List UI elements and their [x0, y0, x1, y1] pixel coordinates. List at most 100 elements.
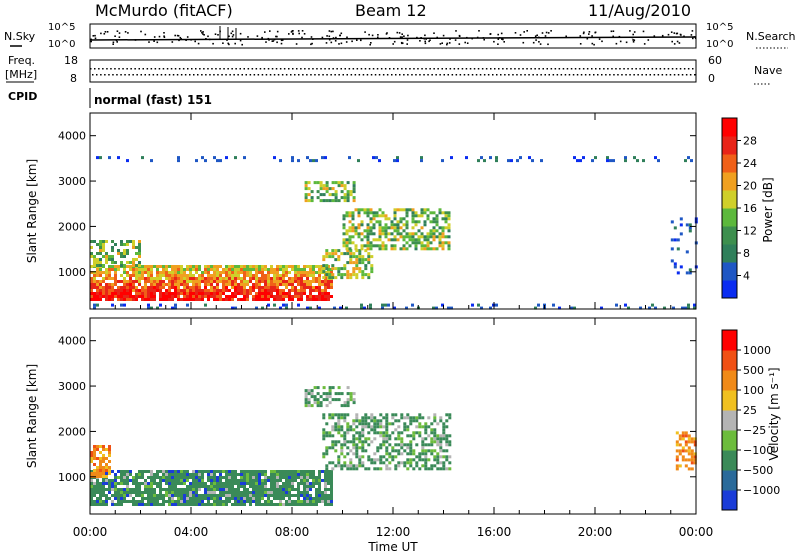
data-cell: [355, 425, 359, 429]
data-cell: [376, 419, 380, 423]
data-cell: [687, 437, 691, 441]
data-cell: [291, 156, 294, 160]
data-cell: [309, 283, 312, 286]
nave-point: [184, 74, 187, 76]
data-cell: [291, 280, 294, 283]
data-cell: [417, 229, 421, 233]
data-cell: [246, 470, 249, 473]
data-cell: [366, 232, 370, 236]
colorbar-tick-label: 500: [743, 364, 764, 377]
colorbar-segment: [722, 410, 737, 431]
data-cell: [327, 476, 330, 479]
data-cell: [330, 497, 333, 500]
data-cell: [382, 431, 386, 435]
data-cell: [126, 470, 129, 473]
data-cell: [102, 286, 105, 289]
freq-point: [461, 68, 464, 70]
data-cell: [114, 476, 117, 479]
data-cell: [168, 497, 171, 500]
data-cell: [177, 497, 180, 500]
data-cell: [159, 303, 162, 307]
data-cell: [304, 404, 308, 408]
freq-point: [619, 68, 621, 70]
noise-point: [377, 34, 379, 36]
data-cell: [165, 298, 168, 301]
data-cell: [349, 449, 353, 453]
noise-point: [203, 34, 205, 36]
data-cell: [385, 458, 389, 462]
data-cell: [126, 479, 129, 482]
data-cell: [171, 479, 174, 482]
data-cell: [282, 473, 285, 476]
data-cell: [258, 283, 261, 286]
data-cell: [195, 283, 198, 286]
data-cell: [108, 488, 111, 491]
data-cell: [141, 289, 144, 292]
data-cell: [93, 286, 96, 289]
data-cell: [357, 223, 361, 227]
data-cell: [243, 476, 246, 479]
data-cell: [267, 503, 270, 506]
data-cell: [402, 217, 406, 221]
data-cell: [201, 482, 204, 485]
data-cell: [331, 446, 335, 450]
freq-point: [546, 68, 548, 70]
nave-point: [576, 74, 579, 76]
data-cell: [261, 503, 264, 506]
freq-point: [562, 68, 565, 70]
nave-point: [197, 74, 199, 76]
data-cell: [423, 247, 427, 251]
data-cell: [102, 277, 105, 280]
data-cell: [349, 392, 353, 396]
data-cell: [171, 476, 174, 479]
data-cell: [162, 470, 165, 473]
data-cell: [394, 449, 398, 453]
data-cell: [297, 271, 300, 274]
data-cell: [420, 159, 423, 163]
data-cell: [312, 298, 315, 301]
data-cell: [237, 497, 240, 500]
freq-point: [106, 68, 108, 70]
noise-point: [541, 32, 544, 34]
data-cell: [373, 419, 377, 423]
freq-point: [574, 68, 577, 70]
data-cell: [252, 470, 255, 473]
data-cell: [234, 292, 237, 295]
data-cell: [433, 440, 437, 444]
freq-point: [413, 68, 415, 70]
data-cell: [237, 265, 240, 268]
noise-point: [217, 34, 219, 36]
data-cell: [105, 292, 108, 295]
data-cell: [421, 458, 425, 462]
data-cell: [210, 473, 213, 476]
data-cell: [351, 217, 355, 221]
noise-point: [401, 33, 403, 35]
data-cell: [207, 479, 210, 482]
data-cell: [352, 467, 356, 471]
data-cell: [306, 277, 309, 280]
freq-point: [203, 68, 205, 70]
data-cell: [433, 413, 437, 417]
data-cell: [489, 156, 492, 160]
data-cell: [282, 488, 285, 491]
data-cell: [351, 226, 355, 230]
data-cell: [306, 283, 309, 286]
data-cell: [519, 156, 522, 160]
noise-point: [334, 40, 337, 42]
data-cell: [171, 482, 174, 485]
data-cell: [388, 422, 392, 426]
data-cell: [270, 503, 273, 506]
data-cell: [102, 500, 105, 503]
data-cell: [144, 482, 147, 485]
data-cell: [441, 229, 445, 233]
data-cell: [120, 500, 123, 503]
data-cell: [376, 467, 380, 471]
data-cell: [294, 295, 297, 298]
data-cell: [438, 241, 442, 245]
data-cell: [141, 295, 144, 298]
data-cell: [153, 473, 156, 476]
data-cell: [414, 211, 418, 215]
noise-tick-right-bottom: 10^0: [706, 39, 733, 50]
data-cell: [439, 419, 443, 423]
